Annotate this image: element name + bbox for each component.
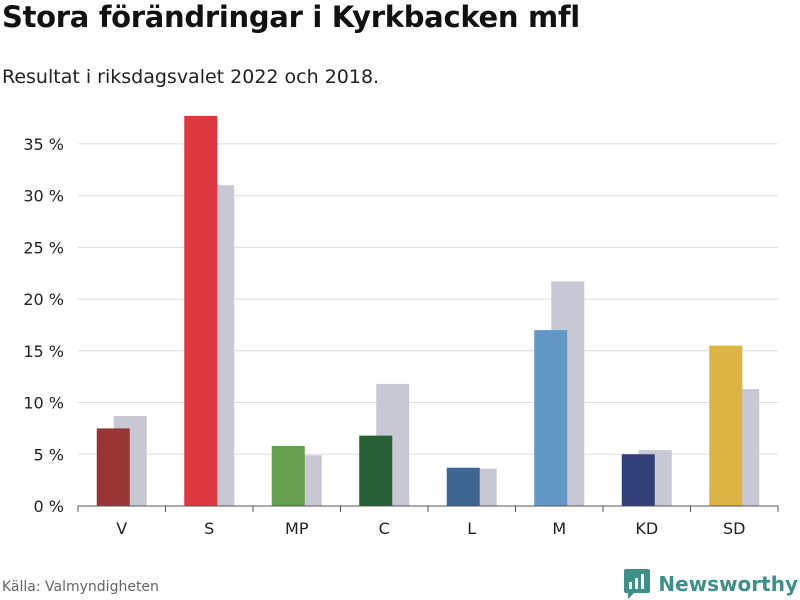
bar-2022 [709, 345, 743, 506]
y-tick-label: 15 % [23, 342, 64, 361]
chart-title: Stora förändringar i Kyrkbacken mfl [2, 0, 580, 34]
y-tick-label: 35 % [23, 135, 64, 154]
y-tick-label: 30 % [23, 187, 64, 206]
x-category-label: L [467, 519, 476, 538]
bar-2022 [359, 435, 393, 506]
bar-2022 [271, 445, 305, 506]
chart-subtitle: Resultat i riksdagsvalet 2022 och 2018. [2, 66, 380, 88]
y-tick-label: 25 % [23, 238, 64, 257]
x-category-label: M [552, 519, 566, 538]
bar-chart: 0 % 5 % 10 % 15 % 20 % 25 % 30 % 35 % V S MP C L M KD S… [23, 115, 779, 538]
bar-2022 [184, 115, 218, 506]
bar-chart-logo-icon [624, 569, 651, 599]
source-note: Källa: Valmyndigheten [2, 579, 159, 595]
x-category-label: C [379, 519, 390, 538]
x-category-label: SD [723, 519, 745, 538]
brand-name: Newsworthy [658, 572, 798, 596]
y-tick-label: 20 % [23, 290, 64, 309]
y-tick-label: 10 % [23, 394, 64, 413]
bar-2022 [96, 428, 130, 506]
y-tick-label: 5 % [34, 445, 64, 464]
bar-2022 [621, 454, 655, 506]
x-category-label: V [116, 519, 127, 538]
brand-logo: Newsworthy [624, 569, 798, 599]
x-category-label: MP [285, 519, 309, 538]
bar-2022 [534, 330, 568, 506]
bar-2022 [446, 467, 480, 506]
y-tick-label: 0 % [34, 497, 64, 516]
x-category-label: KD [635, 519, 658, 538]
x-category-label: S [204, 519, 214, 538]
